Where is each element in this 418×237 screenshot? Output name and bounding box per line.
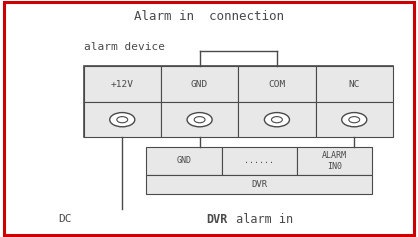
Bar — [161, 66, 238, 102]
Bar — [316, 102, 393, 137]
Text: ......: ...... — [244, 156, 274, 165]
Bar — [84, 102, 161, 137]
Bar — [238, 102, 316, 137]
Text: NC: NC — [349, 80, 360, 89]
Bar — [316, 66, 393, 102]
Bar — [84, 66, 393, 137]
Text: alarm in: alarm in — [229, 213, 293, 226]
Text: Alarm in  connection: Alarm in connection — [134, 10, 284, 23]
Circle shape — [349, 117, 359, 123]
Bar — [146, 146, 222, 175]
Bar — [146, 175, 372, 194]
Circle shape — [264, 113, 289, 127]
Bar — [238, 66, 316, 102]
Circle shape — [117, 117, 127, 123]
Bar — [222, 146, 297, 175]
Text: alarm device: alarm device — [84, 42, 165, 52]
Text: COM: COM — [268, 80, 285, 89]
Bar — [161, 102, 238, 137]
Text: DVR: DVR — [251, 180, 267, 189]
Text: GND: GND — [176, 156, 191, 165]
Circle shape — [272, 117, 283, 123]
Circle shape — [110, 113, 135, 127]
Circle shape — [342, 113, 367, 127]
Circle shape — [194, 117, 205, 123]
Text: DVR: DVR — [206, 213, 228, 226]
Text: GND: GND — [191, 80, 208, 89]
Bar — [84, 66, 161, 102]
Text: DC: DC — [58, 214, 71, 224]
Text: ALARM
IN0: ALARM IN0 — [322, 151, 347, 171]
Bar — [297, 146, 372, 175]
Circle shape — [187, 113, 212, 127]
Text: +12V: +12V — [111, 80, 134, 89]
